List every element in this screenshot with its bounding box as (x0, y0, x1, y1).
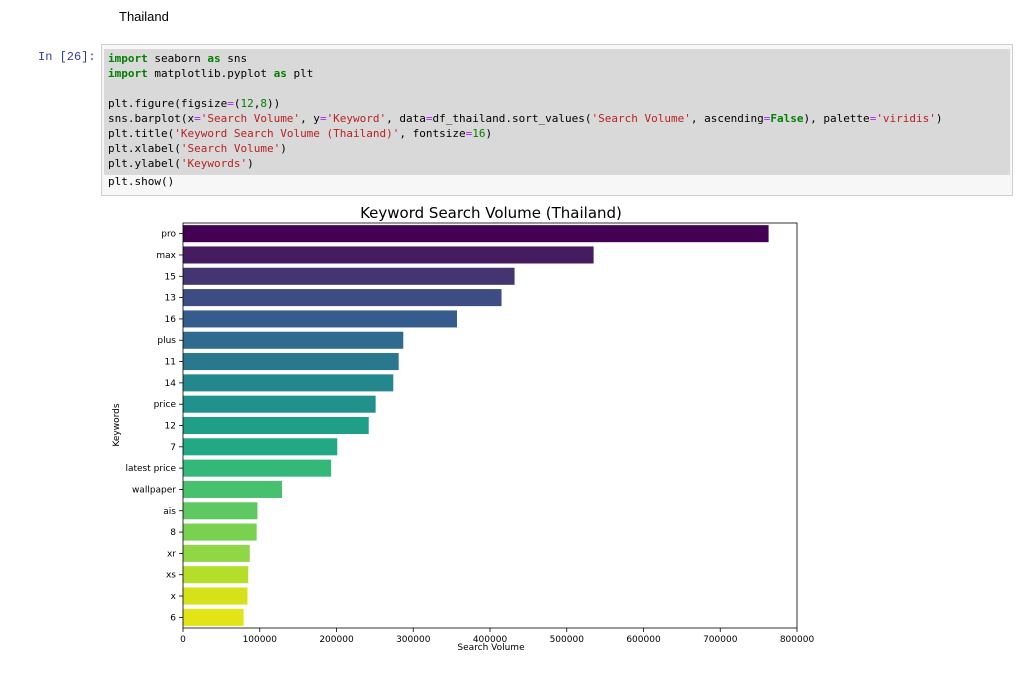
y-tick-label: ais (163, 507, 176, 517)
x-tick-label: 500000 (550, 635, 585, 645)
y-tick-label: 12 (165, 422, 176, 432)
y-tick-label: 11 (165, 358, 176, 368)
bar-x (183, 587, 248, 605)
x-tick-label: 300000 (396, 635, 431, 645)
code-cell[interactable]: import seaborn as sns import matplotlib.… (101, 44, 1013, 196)
code-line: import seaborn as sns (108, 52, 248, 65)
cell-prompt: In [26]: (38, 50, 96, 64)
bar-xr (183, 544, 250, 562)
bar-ais (183, 502, 258, 520)
y-axis-label: Keywords (112, 403, 122, 446)
code-line: plt.ylabel('Keywords') (108, 157, 254, 170)
bar-11 (183, 353, 399, 371)
code-line: plt.figure(figsize=(12,8)) (108, 97, 281, 110)
y-tick-label: 13 (165, 294, 176, 304)
y-tick-label: latest price (125, 464, 176, 474)
bar-price (183, 395, 376, 413)
bar-pro (183, 225, 769, 243)
bar-chart: Keyword Search Volume (Thailand) Search … (112, 204, 815, 653)
y-tick-label: price (154, 400, 177, 410)
bar-7 (183, 438, 338, 456)
bar-xs (183, 566, 249, 584)
chart-output: Keyword Search Volume (Thailand) Search … (101, 198, 821, 668)
x-tick-label: 100000 (243, 635, 278, 645)
bar-13 (183, 289, 502, 307)
y-tick-label: plus (157, 336, 176, 346)
bar-14 (183, 374, 394, 392)
code-line: import matplotlib.pyplot as plt (108, 67, 314, 80)
y-tick-label: pro (161, 230, 176, 240)
x-tick-label: 600000 (626, 635, 661, 645)
bar-wallpaper (183, 480, 283, 498)
x-axis-label: Search Volume (457, 643, 525, 653)
y-tick-label: 6 (170, 613, 176, 623)
x-tick-label: 800000 (780, 635, 815, 645)
x-tick-label: 200000 (319, 635, 354, 645)
x-tick-label: 400000 (473, 635, 508, 645)
bar-latest-price (183, 459, 332, 477)
y-tick-label: xr (167, 549, 176, 559)
bar-6 (183, 608, 244, 626)
y-tick-label: x (171, 592, 177, 602)
code-line: plt.title('Keyword Search Volume (Thaila… (108, 127, 493, 140)
x-tick-label: 0 (180, 635, 186, 645)
bar-15 (183, 267, 515, 285)
y-tick-label: wallpaper (132, 485, 176, 495)
y-tick-label: 8 (170, 528, 176, 538)
bar-8 (183, 523, 257, 541)
y-tick-label: 7 (170, 443, 176, 453)
y-tick-label: 15 (165, 272, 176, 282)
y-tick-label: xs (166, 571, 176, 581)
code-line: plt.show() (108, 175, 175, 188)
markdown-heading: Thailand (119, 9, 169, 24)
bar-max (183, 246, 594, 264)
bar-12 (183, 416, 369, 435)
bar-16 (183, 310, 457, 328)
y-tick-label: max (156, 251, 176, 261)
code-line: plt.xlabel('Search Volume') (108, 142, 287, 155)
plot-frame (182, 222, 798, 629)
y-tick-label: 16 (165, 315, 177, 325)
y-tick-label: 14 (165, 379, 177, 389)
bar-plus (183, 331, 404, 349)
code-line: sns.barplot(x='Search Volume', y='Keywor… (108, 112, 943, 125)
chart-title: Keyword Search Volume (Thailand) (360, 204, 622, 222)
code-editor[interactable]: import seaborn as sns import matplotlib.… (104, 49, 1010, 188)
x-tick-label: 700000 (703, 635, 738, 645)
